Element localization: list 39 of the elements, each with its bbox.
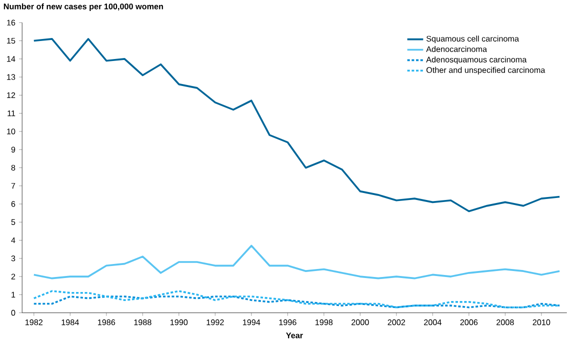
x-tick-label: 1984: [62, 320, 79, 326]
x-tick-label: 2008: [496, 320, 514, 326]
x-axis-title: Year: [286, 332, 303, 338]
y-tick-label: 16: [7, 20, 16, 26]
x-tick-label: 2010: [532, 320, 550, 326]
x-tick-label: 1992: [206, 320, 224, 326]
line-series: [32, 244, 560, 280]
legend-label: Squamous cell carcinoma: [426, 36, 520, 44]
legend-label: Adenosquamous carcinoma: [426, 56, 527, 64]
y-tick-label: 5: [11, 219, 16, 226]
y-tick-label: 6: [11, 201, 16, 208]
x-tick-label: 1982: [25, 320, 43, 326]
x-tick-label: 2002: [388, 320, 406, 326]
y-tick-label: 9: [11, 146, 16, 153]
y-tick-label: 12: [7, 92, 16, 98]
y-tick-label: 13: [7, 74, 16, 80]
y-tick-label: 14: [7, 56, 16, 62]
y-tick-label: 0: [11, 310, 16, 316]
x-tick-label: 2006: [460, 320, 478, 326]
y-tick-label: 8: [11, 165, 16, 171]
y-tick-label: 1: [12, 292, 16, 298]
x-tick-label: 2004: [424, 320, 442, 326]
y-tick-label: 11: [8, 110, 16, 116]
legend-label: Other and unspecified carcinoma: [426, 67, 546, 75]
x-tick-label: 2000: [352, 320, 369, 326]
x-tick-label: 1986: [98, 320, 116, 326]
y-tick-label: 4: [11, 238, 16, 244]
legend-label: Adenocarcinoma: [426, 46, 487, 52]
y-tick-label: 10: [7, 128, 16, 134]
x-tick-label: 1994: [243, 320, 260, 326]
y-axis-title: Number of new cases per 100,000 women: [4, 4, 163, 12]
x-tick-label: 1998: [316, 320, 333, 326]
y-tick-label: 15: [7, 38, 16, 44]
x-tick-label: 1988: [134, 320, 152, 326]
y-tick-label: 7: [11, 183, 16, 189]
x-tick-label: 1996: [279, 320, 296, 326]
x-tick-label: 1990: [170, 320, 188, 326]
y-tick-label: 2: [11, 274, 16, 280]
y-tick-label: 3: [11, 256, 16, 262]
